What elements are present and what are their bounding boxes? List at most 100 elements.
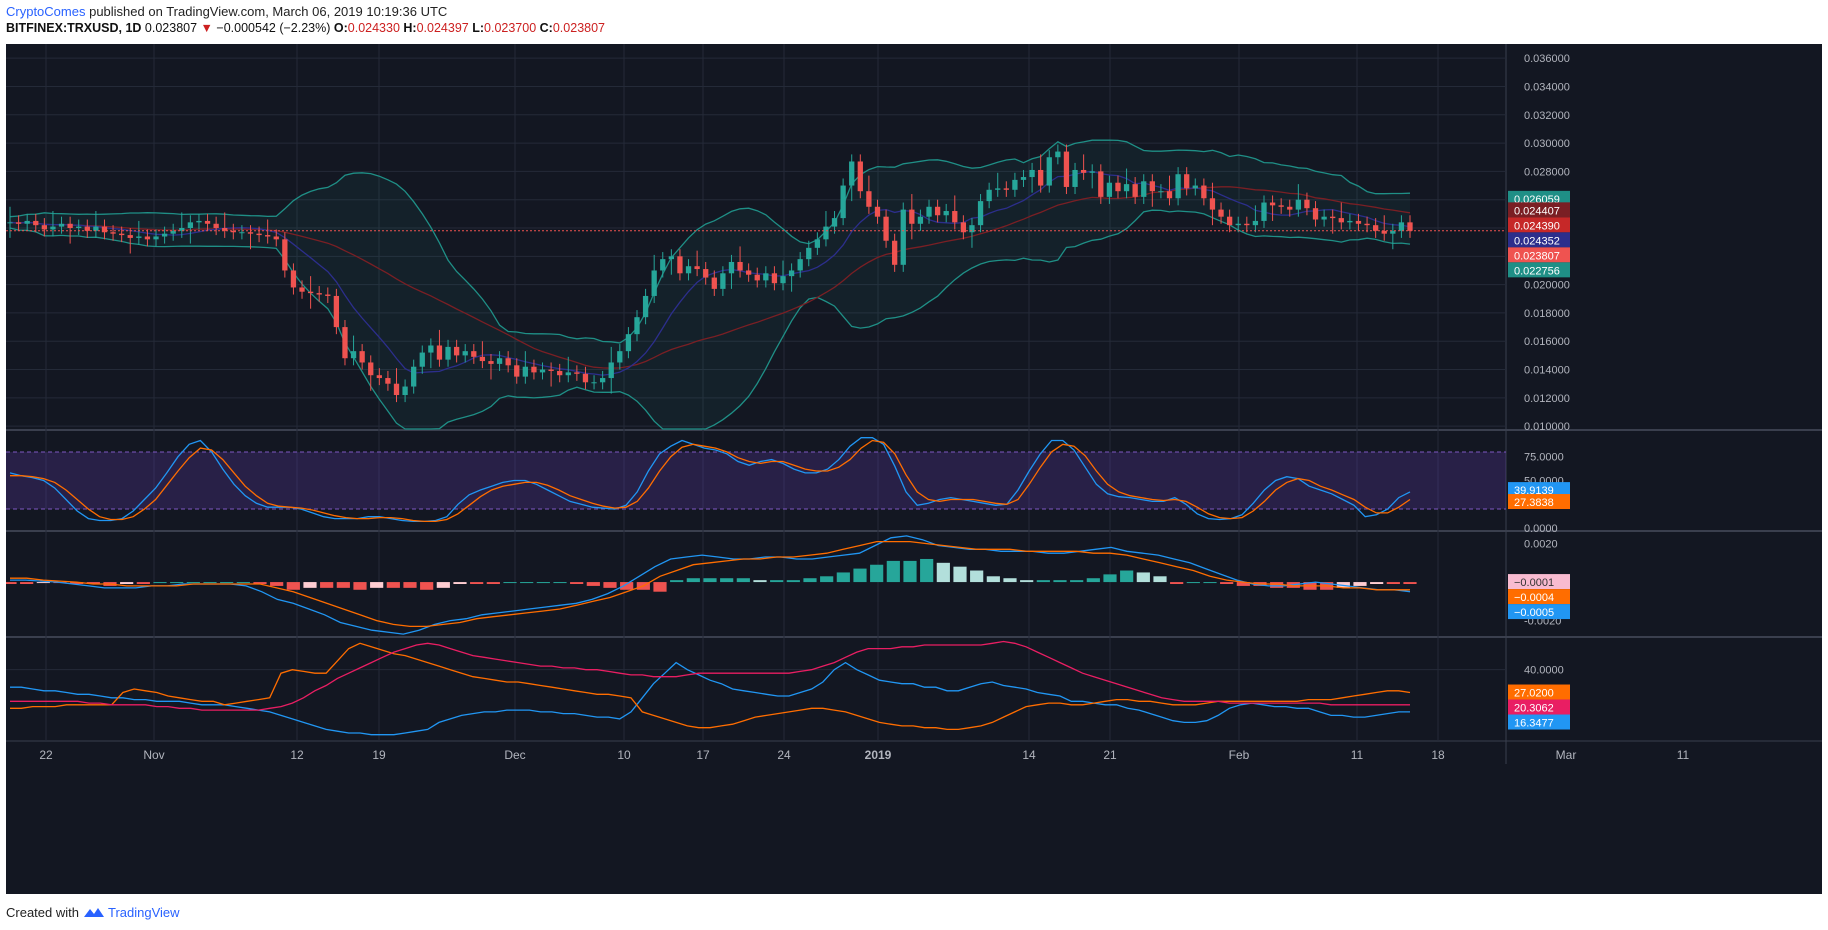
- time-tick-label: 10: [617, 748, 631, 762]
- candle: [1244, 216, 1250, 233]
- chart-svg[interactable]: 22 Nov 12 19 Dec 10 17 24 2019 14 21 Feb 11 18 Mar 11 0.…: [3, 44, 1822, 894]
- candle-body: [986, 189, 992, 202]
- candle: [1175, 167, 1181, 206]
- candle-body: [1338, 218, 1344, 223]
- bollinger-upper: [9, 139, 1411, 344]
- candle-body: [1038, 169, 1044, 186]
- chart-area[interactable]: 22 Nov 12 19 Dec 10 17 24 2019 14 21 Feb 11 18 Mar 11 0.…: [3, 44, 1822, 894]
- candle-body: [1381, 230, 1387, 234]
- macd-histogram-bar: [1236, 582, 1250, 586]
- macd-histogram-bar: [1103, 574, 1117, 583]
- candle: [1347, 213, 1353, 230]
- candle-body: [222, 228, 228, 231]
- candle-body: [1347, 220, 1353, 223]
- candle: [806, 240, 812, 267]
- candle-body: [479, 356, 486, 362]
- candle: [33, 213, 39, 233]
- candle: [866, 175, 872, 214]
- candle: [179, 212, 185, 238]
- time-tick-label: 24: [777, 748, 791, 762]
- candle: [1201, 178, 1207, 206]
- macd-histogram-bar: [1053, 580, 1067, 583]
- candle: [1390, 223, 1396, 250]
- macd-histogram-bar: [853, 568, 867, 583]
- candle-body: [1252, 220, 1259, 226]
- tradingview-link[interactable]: TradingView: [108, 905, 180, 920]
- macd-histogram-bar: [236, 582, 250, 584]
- candle-body: [934, 206, 941, 216]
- candle-body: [496, 358, 503, 364]
- candle-body: [728, 261, 735, 274]
- candle-body: [514, 365, 520, 377]
- candle: [823, 211, 829, 247]
- macd-value-bg: [1508, 589, 1570, 605]
- time-tick-label: 18: [1431, 748, 1445, 762]
- publisher-name[interactable]: CryptoComes: [6, 4, 86, 19]
- price-label-bg: [1508, 232, 1570, 248]
- macd-histogram-bar: [753, 580, 767, 583]
- candle-body: [1278, 205, 1284, 207]
- macd-histogram-bar: [536, 582, 550, 584]
- candle: [608, 346, 614, 394]
- candle-body: [144, 236, 151, 240]
- stochastic-k-line: [9, 437, 1411, 523]
- dmi-value-bg: [1508, 714, 1570, 730]
- candle-body: [849, 161, 855, 186]
- candle: [144, 229, 151, 247]
- tradingview-logo-icon: [83, 905, 108, 920]
- symbol-legend: BITFINEX:TRXUSD, 1D 0.023807 ▼ −0.000542…: [6, 21, 605, 35]
- candle: [977, 194, 984, 233]
- candle-body: [299, 287, 305, 292]
- candle-body: [599, 378, 606, 383]
- price-label-bg: [1508, 262, 1570, 278]
- candle-body: [883, 216, 889, 241]
- candle: [780, 260, 786, 291]
- candle-body: [136, 236, 142, 238]
- candle-body: [746, 270, 752, 275]
- candle-body: [565, 372, 571, 376]
- macd-histogram-bar: [220, 582, 234, 584]
- candle-body: [1304, 199, 1310, 209]
- candle: [1287, 199, 1293, 217]
- close-label: C:: [539, 21, 553, 35]
- candle-body: [471, 351, 477, 357]
- candle-body: [1012, 179, 1018, 190]
- candle-body: [1132, 184, 1138, 197]
- macd-histogram-bar: [486, 582, 500, 584]
- candle: [909, 194, 915, 240]
- candle-body: [960, 222, 967, 233]
- dmi-di-line: [10, 642, 1411, 731]
- candle-body: [419, 352, 425, 367]
- candle-body: [33, 220, 39, 226]
- candle-body: [1141, 181, 1147, 197]
- candle-body: [7, 222, 13, 224]
- candle: [1072, 162, 1078, 195]
- candle-body: [58, 223, 65, 227]
- candle: [960, 215, 967, 240]
- time-tick-label: 11: [1351, 748, 1364, 762]
- candle: [582, 366, 589, 390]
- candle-body: [1046, 157, 1052, 186]
- candle-body: [1321, 216, 1327, 220]
- candle: [230, 223, 236, 240]
- candle: [720, 266, 726, 296]
- candle-body: [926, 206, 932, 217]
- candle: [1312, 201, 1319, 227]
- macd-histogram-bar: [720, 578, 734, 583]
- candle: [668, 249, 674, 275]
- candle: [1192, 178, 1198, 196]
- candle-body: [316, 293, 322, 295]
- symbol[interactable]: BITFINEX:TRXUSD, 1D: [6, 21, 142, 35]
- candle-body: [617, 351, 623, 363]
- candle-body: [15, 222, 22, 224]
- candle-body: [1312, 208, 1319, 220]
- candle: [1261, 195, 1267, 229]
- candle-body: [694, 266, 700, 270]
- dmi-adx-line: [10, 640, 1410, 711]
- candle: [67, 216, 73, 244]
- macd-histogram-bar: [203, 582, 217, 584]
- candle: [831, 211, 838, 234]
- time-tick-label: Feb: [1229, 748, 1250, 762]
- candle-body: [402, 386, 408, 396]
- macd-histogram-bar: [420, 582, 434, 590]
